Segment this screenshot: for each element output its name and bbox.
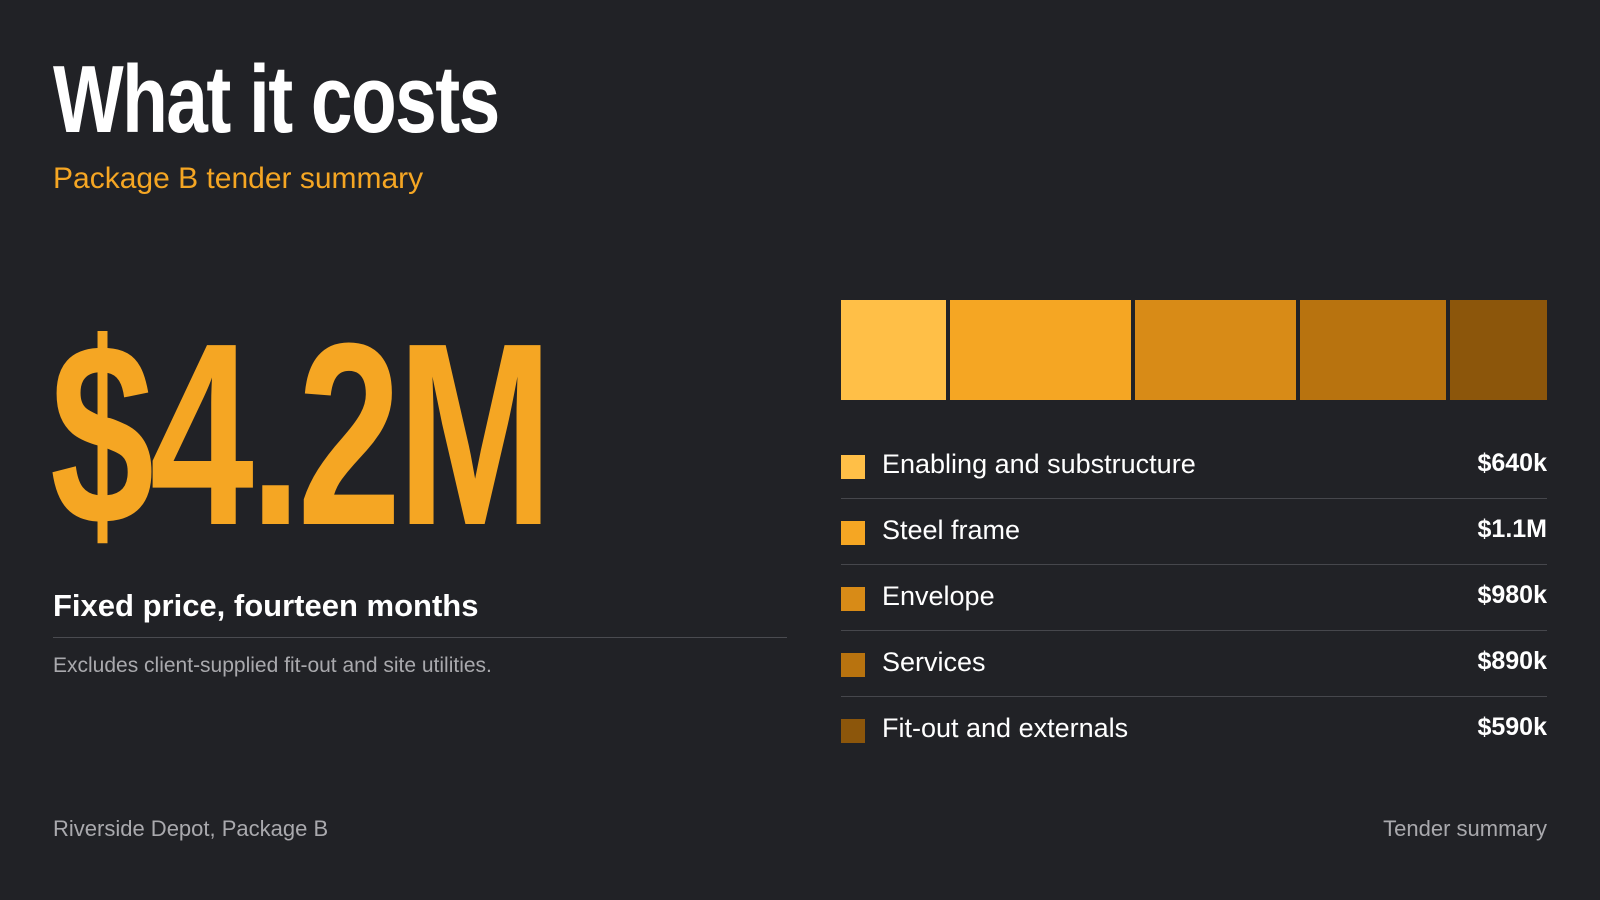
legend-swatch <box>841 653 865 677</box>
divider <box>53 637 787 638</box>
legend-swatch <box>841 521 865 545</box>
breakdown-label: Services <box>882 647 986 677</box>
exclusions-note: Excludes client-supplied fit-out and sit… <box>53 654 492 677</box>
breakdown-value: $1.1M <box>1477 515 1547 543</box>
breakdown-row: Envelope $980k <box>841 565 1547 631</box>
breakdown-label: Envelope <box>882 581 995 611</box>
legend-swatch <box>841 455 865 479</box>
cost-segment <box>1450 300 1547 400</box>
breakdown-row: Fit-out and externals $590k <box>841 697 1547 763</box>
breakdown-value: $980k <box>1477 581 1547 609</box>
breakdown-row: Steel frame $1.1M <box>841 499 1547 565</box>
legend-swatch <box>841 719 865 743</box>
slide-subtitle: Package B tender summary <box>53 162 424 195</box>
cost-segment <box>950 300 1131 400</box>
breakdown-value: $590k <box>1477 713 1547 741</box>
footer-project: Riverside Depot, Package B <box>53 816 329 841</box>
slide-title: What it costs <box>53 46 500 153</box>
cost-breakdown-list: Enabling and substructure $640k Steel fr… <box>841 433 1547 763</box>
price-terms: Fixed price, fourteen months <box>53 588 479 623</box>
cost-stacked-bar <box>841 300 1547 400</box>
cost-segment <box>1299 300 1447 400</box>
breakdown-value: $890k <box>1477 647 1547 675</box>
breakdown-row: Enabling and substructure $640k <box>841 433 1547 499</box>
cost-segment <box>1134 300 1296 400</box>
legend-swatch <box>841 587 865 611</box>
breakdown-value: $640k <box>1477 449 1547 477</box>
breakdown-label: Steel frame <box>882 515 1021 545</box>
cost-segment <box>841 300 947 400</box>
breakdown-label: Fit-out and externals <box>882 713 1129 743</box>
breakdown-label: Enabling and substructure <box>882 449 1196 479</box>
footer-section: Tender summary <box>1383 816 1547 841</box>
total-cost: $4.2M <box>50 290 553 580</box>
breakdown-row: Services $890k <box>841 631 1547 697</box>
